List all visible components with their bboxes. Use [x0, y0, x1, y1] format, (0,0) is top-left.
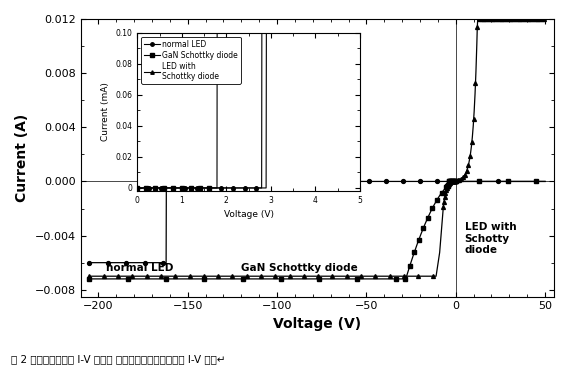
Text: normal LED: normal LED: [106, 263, 173, 273]
X-axis label: Voltage (V): Voltage (V): [273, 317, 361, 331]
Y-axis label: Current (A): Current (A): [15, 114, 29, 202]
Text: 图 2 三个不同样品的 I-V 特征。 插图显示三个样品的正向 I-V 特征↵: 图 2 三个不同样品的 I-V 特征。 插图显示三个样品的正向 I-V 特征↵: [11, 354, 226, 364]
Text: LED with
Schotty
diode: LED with Schotty diode: [465, 222, 516, 255]
Text: GaN Schottky diode: GaN Schottky diode: [241, 263, 358, 273]
